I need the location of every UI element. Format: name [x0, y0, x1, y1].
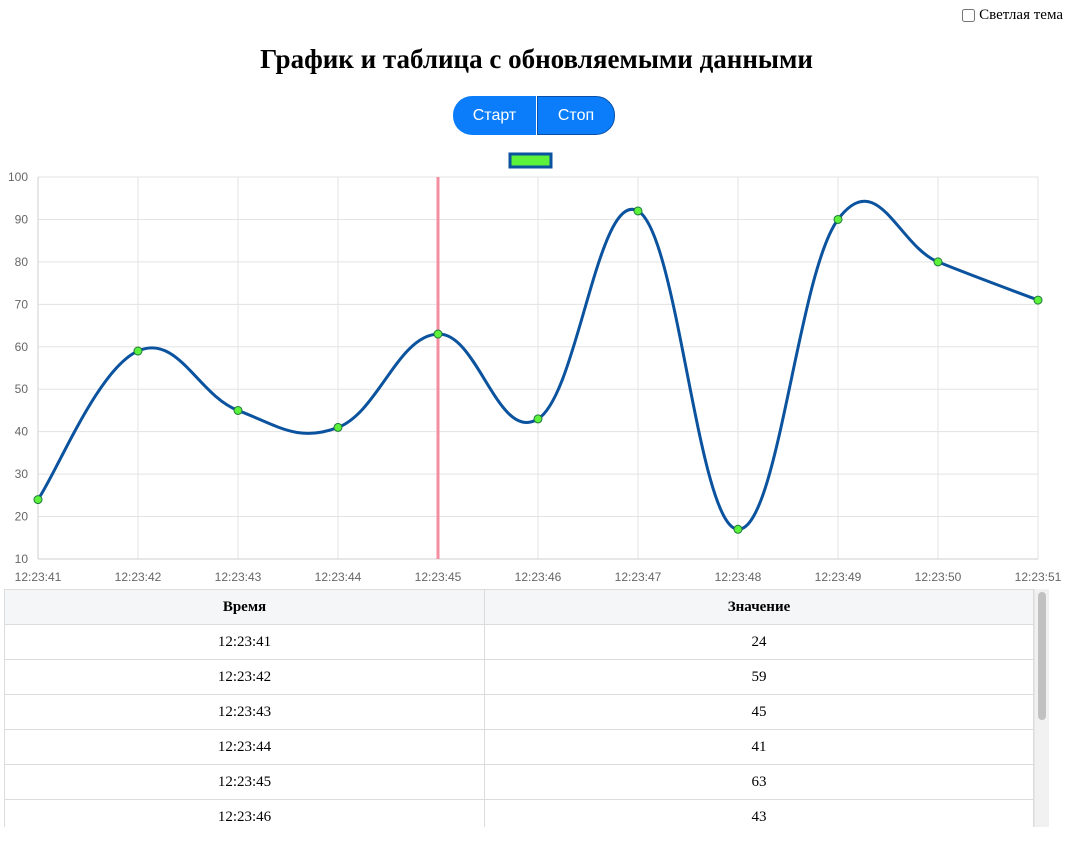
value-cell: 59 [484, 659, 1034, 695]
time-cell: 12:23:46 [4, 799, 485, 827]
x-tick-label: 12:23:41 [15, 570, 62, 584]
value-cell: 63 [484, 764, 1034, 800]
table-row: 12:23:42 59 [4, 659, 1034, 695]
legend-swatch [508, 152, 553, 169]
table-row: 12:23:45 63 [4, 764, 1034, 800]
x-tick-label: 12:23:51 [1015, 570, 1062, 584]
value-cell: 43 [484, 799, 1034, 827]
value-cell: 45 [484, 694, 1034, 730]
x-tick-label: 12:23:46 [515, 570, 562, 584]
time-cell: 12:23:43 [4, 694, 485, 730]
theme-toggle-label: Светлая тема [979, 7, 1063, 23]
time-cell: 12:23:45 [4, 764, 485, 800]
data-point [633, 206, 643, 216]
y-tick-label: 20 [15, 510, 29, 524]
y-tick-label: 100 [8, 170, 28, 184]
value-cell: 24 [484, 624, 1034, 660]
y-tick-label: 70 [15, 297, 29, 311]
table-header-row: Время Значение [4, 589, 1034, 625]
line-chart: 10 20 30 40 50 60 70 80 90 100 12:23:41 12:23:42 12:… [8, 152, 1062, 584]
theme-toggle[interactable]: Светлая тема [962, 7, 1063, 24]
y-tick-label: 10 [15, 552, 29, 566]
table-row: 12:23:44 41 [4, 729, 1034, 765]
table-row: 12:23:43 45 [4, 694, 1034, 730]
value-cell: 41 [484, 729, 1034, 765]
table-scrollbar[interactable] [1034, 589, 1049, 827]
x-tick-label: 12:23:50 [915, 570, 962, 584]
controls: Старт Стоп [453, 96, 615, 135]
time-cell: 12:23:41 [4, 624, 485, 660]
x-tick-label: 12:23:49 [815, 570, 862, 584]
x-tick-label: 12:23:48 [715, 570, 762, 584]
y-tick-label: 80 [15, 255, 29, 269]
data-point [333, 422, 343, 432]
time-cell: 12:23:44 [4, 729, 485, 765]
data-table-container: Время Значение 12:23:41 24 12:23:42 59 1… [4, 589, 1049, 827]
x-tick-label: 12:23:47 [615, 570, 662, 584]
x-tick-label: 12:23:45 [415, 570, 462, 584]
page-title: График и таблица с обновляемыми данными [260, 44, 813, 74]
start-button[interactable]: Старт [453, 96, 536, 135]
data-point [1033, 295, 1043, 305]
y-tick-label: 60 [15, 340, 29, 354]
data-point [33, 495, 43, 505]
data-point [833, 214, 843, 224]
table-row: 12:23:46 43 [4, 799, 1034, 827]
value-column-header: Значение [484, 589, 1034, 625]
y-tick-label: 90 [15, 212, 29, 226]
stop-button[interactable]: Стоп [537, 96, 615, 135]
y-tick-label: 30 [15, 467, 29, 481]
y-tick-label: 40 [15, 425, 29, 439]
x-tick-label: 12:23:42 [115, 570, 162, 584]
data-point [233, 405, 243, 415]
y-tick-label: 50 [15, 382, 29, 396]
data-point [133, 346, 143, 356]
data-table: Время Значение 12:23:41 24 12:23:42 59 1… [4, 589, 1034, 827]
x-tick-label: 12:23:43 [215, 570, 262, 584]
time-column-header: Время [4, 589, 485, 625]
x-tick-label: 12:23:44 [315, 570, 362, 584]
data-point [733, 524, 743, 534]
data-point [533, 414, 543, 424]
scrollbar-thumb[interactable] [1038, 592, 1046, 720]
data-point [933, 257, 943, 267]
data-point [433, 329, 443, 339]
theme-checkbox[interactable] [962, 9, 976, 22]
time-cell: 12:23:42 [4, 659, 485, 695]
table-row: 12:23:41 24 [4, 624, 1034, 660]
